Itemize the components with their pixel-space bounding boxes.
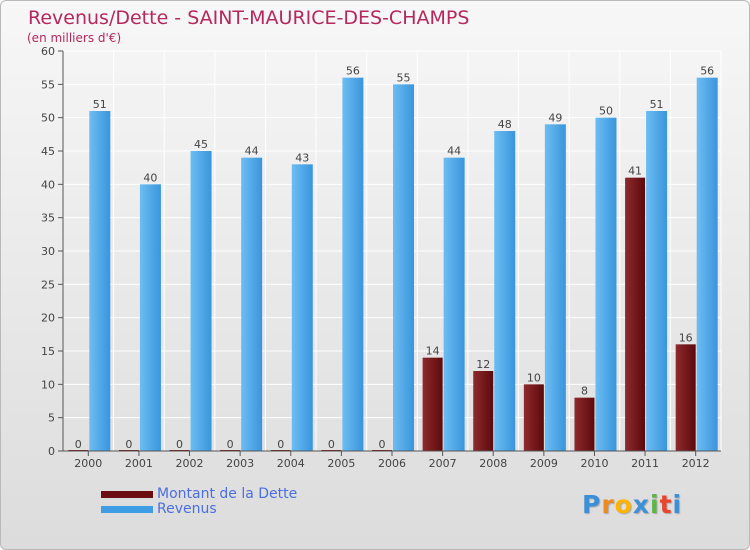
y-tick-label: 50 xyxy=(41,112,55,125)
bar-revenus xyxy=(241,157,263,451)
data-label-revenus: 51 xyxy=(93,98,107,111)
y-tick-label: 55 xyxy=(41,78,55,91)
bar-revenus xyxy=(89,111,111,451)
bar-revenus xyxy=(443,157,465,451)
data-label-dette: 8 xyxy=(581,385,588,398)
bar-revenus xyxy=(544,124,566,451)
data-label-dette: 0 xyxy=(277,438,284,451)
data-label-revenus: 55 xyxy=(397,71,411,84)
data-label-dette: 0 xyxy=(125,438,132,451)
data-label-revenus: 56 xyxy=(700,65,714,78)
y-tick-label: 40 xyxy=(41,178,55,191)
data-label-revenus: 40 xyxy=(143,171,157,184)
bar-revenus xyxy=(342,77,364,452)
y-tick-label: 5 xyxy=(48,412,55,425)
data-label-revenus: 44 xyxy=(447,145,461,158)
legend-item-dette: Montant de la Dette xyxy=(101,486,331,502)
data-label-dette: 0 xyxy=(328,438,335,451)
data-label-revenus: 43 xyxy=(295,151,309,164)
bar-dette xyxy=(574,397,595,451)
chart-subtitle: (en milliers d'€) xyxy=(27,31,122,45)
x-tick-label: 2001 xyxy=(125,457,153,470)
data-label-revenus: 56 xyxy=(346,65,360,78)
data-label-dette: 0 xyxy=(227,438,234,451)
bar-revenus xyxy=(595,117,617,452)
legend-item-revenus: Revenus xyxy=(101,501,331,517)
y-tick-label: 25 xyxy=(41,278,55,291)
logo-letter: x xyxy=(632,490,650,519)
y-tick-label: 15 xyxy=(41,345,55,358)
x-tick-label: 2004 xyxy=(277,457,305,470)
data-label-dette: 41 xyxy=(628,165,642,178)
data-label-dette: 0 xyxy=(75,438,82,451)
data-label-revenus: 44 xyxy=(245,145,259,158)
x-tick-label: 2002 xyxy=(176,457,204,470)
y-tick-label: 60 xyxy=(41,45,55,58)
y-tick-label: 20 xyxy=(41,312,55,325)
data-label-dette: 14 xyxy=(426,345,440,358)
x-tick-label: 2010 xyxy=(580,457,608,470)
x-tick-label: 2003 xyxy=(226,457,254,470)
bar-revenus xyxy=(494,131,516,451)
bar-revenus xyxy=(393,84,414,451)
logo-letter: i xyxy=(672,490,683,519)
bar-revenus xyxy=(139,184,161,452)
logo-letter: r xyxy=(601,490,615,519)
x-tick-label: 2005 xyxy=(327,457,355,470)
bar-dette xyxy=(473,371,494,451)
bar-revenus xyxy=(696,77,718,452)
bar-revenus xyxy=(190,151,212,451)
data-label-revenus: 50 xyxy=(599,105,613,118)
logo-letter: t xyxy=(659,490,673,519)
y-tick-label: 10 xyxy=(41,378,55,391)
proxiti-logo: Proxiti xyxy=(582,490,682,519)
data-label-dette: 12 xyxy=(476,358,490,371)
x-tick-label: 2011 xyxy=(631,457,659,470)
x-tick-label: 2007 xyxy=(429,457,457,470)
x-tick-label: 2009 xyxy=(530,457,558,470)
y-tick-label: 0 xyxy=(48,445,55,458)
bar-dette xyxy=(675,344,696,451)
chart-title: Revenus/Dette - SAINT-MAURICE-DES-CHAMPS xyxy=(28,7,470,29)
data-label-dette: 10 xyxy=(527,371,541,384)
y-tick-label: 35 xyxy=(41,212,55,225)
legend-swatch-revenus xyxy=(101,506,153,513)
bar-dette xyxy=(625,177,646,451)
data-label-dette: 0 xyxy=(379,438,386,451)
data-label-revenus: 48 xyxy=(498,118,512,131)
bar-revenus xyxy=(646,111,668,451)
x-tick-label: 2008 xyxy=(479,457,507,470)
data-label-revenus: 51 xyxy=(650,98,664,111)
data-label-revenus: 45 xyxy=(194,138,208,151)
x-tick-label: 2000 xyxy=(74,457,102,470)
data-label-dette: 0 xyxy=(176,438,183,451)
x-tick-label: 2012 xyxy=(682,457,710,470)
bar-dette xyxy=(523,384,544,451)
logo-letter: i xyxy=(650,490,660,519)
y-tick-label: 45 xyxy=(41,145,55,158)
logo-letter: o xyxy=(614,490,633,519)
legend-label-revenus: Revenus xyxy=(157,501,217,517)
legend-swatch-dette xyxy=(101,491,153,498)
legend-label-dette: Montant de la Dette xyxy=(157,486,298,502)
data-label-revenus: 49 xyxy=(548,111,562,124)
bar-dette xyxy=(422,357,443,451)
y-tick-label: 30 xyxy=(41,245,55,258)
logo-letter: P xyxy=(582,490,602,519)
bar-revenus xyxy=(291,164,313,452)
data-label-dette: 16 xyxy=(679,331,693,344)
x-tick-label: 2006 xyxy=(378,457,406,470)
